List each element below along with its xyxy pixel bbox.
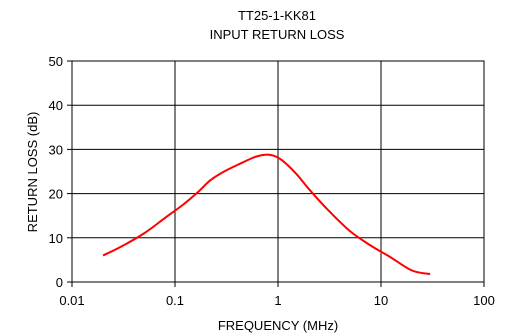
y-tick-label: 40	[49, 98, 63, 113]
y-tick-label: 20	[49, 187, 63, 202]
x-axis-label: FREQUENCY (MHz)	[218, 318, 338, 333]
x-tick-label: 0.01	[59, 293, 84, 308]
x-tick-label: 10	[374, 293, 388, 308]
x-tick-label: 100	[473, 293, 495, 308]
x-tick-label: 1	[274, 293, 281, 308]
chart-subtitle: INPUT RETURN LOSS	[210, 27, 345, 42]
y-tick-label: 50	[49, 54, 63, 69]
x-tick-label: 0.1	[166, 293, 184, 308]
y-tick-label: 0	[56, 275, 63, 290]
return-loss-line	[102, 153, 431, 276]
chart-title: TT25-1-KK81	[238, 8, 316, 23]
y-tick-label: 30	[49, 142, 63, 157]
y-tick-label: 10	[49, 231, 63, 246]
y-axis-label: RETURN LOSS (dB)	[25, 112, 40, 233]
axis-ticks: 0.01 0.1 1 10 100 0 10 20 30 40 50	[49, 54, 495, 308]
grid	[71, 60, 485, 283]
